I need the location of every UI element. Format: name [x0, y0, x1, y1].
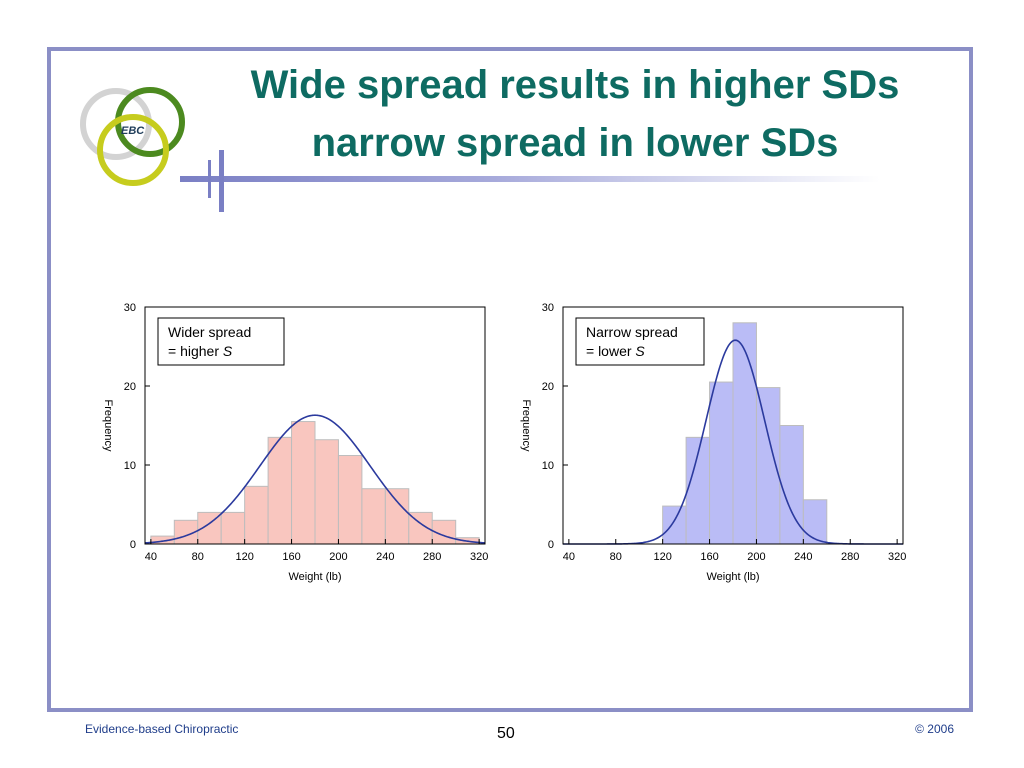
title-line-1: Wide spread results in higher SDs [250, 63, 900, 107]
x-tick-label: 280 [841, 551, 859, 563]
slide-frame [47, 47, 973, 712]
y-tick-label: 10 [542, 460, 554, 472]
x-tick-label: 80 [610, 551, 622, 563]
wide-spread-chart-svg: 0 10 20 30 40 80 120 160 200 240 280 320 Weight (lb)… [102, 302, 488, 583]
x-tick-label: 160 [282, 551, 300, 563]
title-underline [180, 176, 880, 182]
annotation-box [575, 317, 705, 366]
x-tick-label: 160 [700, 551, 718, 563]
x-tick-label: 40 [145, 551, 157, 563]
normal-curve-line [144, 414, 486, 544]
x-tick-label: 120 [235, 551, 253, 563]
histogram-bar [244, 485, 269, 545]
x-tick-label: 200 [329, 551, 347, 563]
y-axis-label: Frequency [520, 400, 532, 452]
title-rule-tick-thick [219, 150, 224, 212]
histogram-bar [361, 488, 386, 545]
histogram-bar [732, 322, 757, 545]
y-tick-label: 20 [124, 381, 136, 393]
narrow-spread-chart-svg: 0 10 20 30 40 80 120 160 200 240 280 320 Weight (lb)… [520, 302, 906, 583]
page-number: 50 [497, 725, 515, 742]
x-tick-label: 320 [470, 551, 488, 563]
x-tick-label: 240 [376, 551, 394, 563]
ebc-rings-icon [80, 87, 185, 186]
plot-frame [562, 306, 904, 545]
x-tick-label: 240 [794, 551, 812, 563]
annotation-line-1: Wider spread [168, 324, 251, 340]
annotation-line-1: Narrow spread [586, 324, 678, 340]
histogram-bar [337, 455, 363, 545]
y-tick-label: 20 [542, 381, 554, 393]
x-tick-label: 200 [747, 551, 765, 563]
annotation-box [157, 317, 285, 366]
footer-copyright: © 2006 [915, 722, 954, 736]
histogram-bar [220, 511, 246, 545]
y-tick-label: 10 [124, 460, 136, 472]
plot-frame [144, 306, 486, 545]
annotation-line-2: = lower S [586, 343, 645, 359]
x-tick-label: 40 [563, 551, 575, 563]
annotation-line-2: = higher S [168, 343, 233, 359]
y-axis-label: Frequency [102, 400, 114, 452]
title-rule-tick-thin [208, 160, 211, 198]
x-tick-label: 80 [192, 551, 204, 563]
x-tick-label: 320 [888, 551, 906, 563]
y-tick-label: 30 [542, 302, 554, 314]
y-tick-label: 0 [130, 539, 136, 551]
histogram-bar [802, 499, 828, 545]
y-tick-label: 0 [548, 539, 554, 551]
histogram-bar [314, 439, 339, 545]
x-tick-label: 120 [653, 551, 671, 563]
histogram-bar [662, 505, 687, 545]
histogram-bar [384, 488, 410, 545]
x-axis-label: Weight (lb) [289, 571, 342, 583]
title-line-2: narrow spread in lower SDs [311, 121, 839, 165]
footer-source: Evidence-based Chiropractic [85, 722, 239, 736]
histogram-bar [709, 381, 734, 545]
ebc-logo [78, 82, 198, 192]
y-tick-label: 30 [124, 302, 136, 314]
slide-title: Wide spread results in higher SDs narrow… [195, 56, 955, 172]
wide-spread-histogram: 0 10 20 30 40 80 120 160 200 240 280 320 Weight (lb)… [95, 290, 495, 590]
x-axis-label: Weight (lb) [707, 571, 760, 583]
x-tick-label: 280 [423, 551, 441, 563]
logo-text: EBC [121, 125, 145, 137]
histogram-bar [291, 421, 316, 545]
histogram-bar [267, 436, 293, 545]
narrow-spread-histogram: 0 10 20 30 40 80 120 160 200 240 280 320 Weight (lb)… [513, 290, 913, 590]
